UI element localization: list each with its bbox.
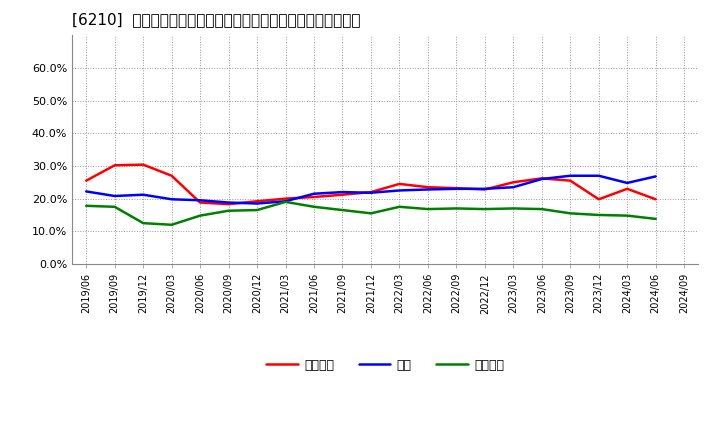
売上債権 bbox=[537, 176, 546, 181]
Legend: 売上債権, 在庫, 買入債務: 売上債権, 在庫, 買入債務 bbox=[261, 354, 509, 377]
買入債務 bbox=[282, 199, 290, 205]
在庫 bbox=[338, 190, 347, 195]
買入債務 bbox=[480, 206, 489, 212]
売上債権 bbox=[509, 180, 518, 185]
売上債権 bbox=[167, 173, 176, 178]
売上債権 bbox=[196, 200, 204, 205]
買入債務 bbox=[423, 206, 432, 212]
売上債権 bbox=[366, 190, 375, 195]
在庫 bbox=[537, 176, 546, 182]
売上債権 bbox=[282, 196, 290, 201]
買入債務 bbox=[366, 211, 375, 216]
Line: 売上債権: 売上債権 bbox=[86, 165, 656, 204]
在庫 bbox=[366, 190, 375, 195]
在庫 bbox=[652, 174, 660, 179]
在庫 bbox=[595, 173, 603, 178]
在庫 bbox=[452, 186, 461, 191]
在庫 bbox=[225, 200, 233, 205]
売上債権 bbox=[82, 178, 91, 183]
売上債権 bbox=[310, 194, 318, 200]
買入債務 bbox=[82, 203, 91, 209]
買入債務 bbox=[196, 213, 204, 218]
在庫 bbox=[480, 186, 489, 191]
売上債権 bbox=[338, 192, 347, 198]
在庫 bbox=[110, 193, 119, 198]
在庫 bbox=[282, 198, 290, 204]
買入債務 bbox=[167, 222, 176, 227]
売上債権 bbox=[139, 162, 148, 167]
売上債権 bbox=[225, 202, 233, 207]
在庫 bbox=[253, 201, 261, 206]
売上債権 bbox=[566, 178, 575, 183]
買入債務 bbox=[225, 208, 233, 213]
売上債権 bbox=[623, 186, 631, 191]
買入債務 bbox=[623, 213, 631, 218]
買入債務 bbox=[452, 206, 461, 211]
売上債権 bbox=[423, 184, 432, 190]
買入債務 bbox=[110, 204, 119, 209]
買入債務 bbox=[139, 220, 148, 226]
売上債権 bbox=[452, 186, 461, 191]
Text: [6210]  売上債権、在庫、買入債務の総資産に対する比率の推移: [6210] 売上債権、在庫、買入債務の総資産に対する比率の推移 bbox=[72, 12, 361, 27]
在庫 bbox=[566, 173, 575, 178]
買入債務 bbox=[537, 206, 546, 212]
在庫 bbox=[310, 191, 318, 196]
Line: 在庫: 在庫 bbox=[86, 176, 656, 204]
買入債務 bbox=[253, 207, 261, 213]
在庫 bbox=[423, 187, 432, 192]
売上債権 bbox=[652, 197, 660, 202]
在庫 bbox=[395, 188, 404, 193]
買入債務 bbox=[652, 216, 660, 221]
在庫 bbox=[509, 184, 518, 190]
在庫 bbox=[167, 197, 176, 202]
買入債務 bbox=[509, 206, 518, 211]
在庫 bbox=[139, 192, 148, 198]
売上債権 bbox=[110, 163, 119, 168]
買入債務 bbox=[395, 204, 404, 209]
買入債務 bbox=[595, 213, 603, 218]
Line: 買入債務: 買入債務 bbox=[86, 202, 656, 225]
在庫 bbox=[196, 198, 204, 203]
買入債務 bbox=[310, 204, 318, 209]
在庫 bbox=[623, 180, 631, 186]
在庫 bbox=[82, 189, 91, 194]
売上債権 bbox=[395, 181, 404, 187]
買入債務 bbox=[566, 211, 575, 216]
買入債務 bbox=[338, 207, 347, 213]
売上債権 bbox=[253, 198, 261, 204]
売上債権 bbox=[480, 187, 489, 192]
売上債権 bbox=[595, 197, 603, 202]
